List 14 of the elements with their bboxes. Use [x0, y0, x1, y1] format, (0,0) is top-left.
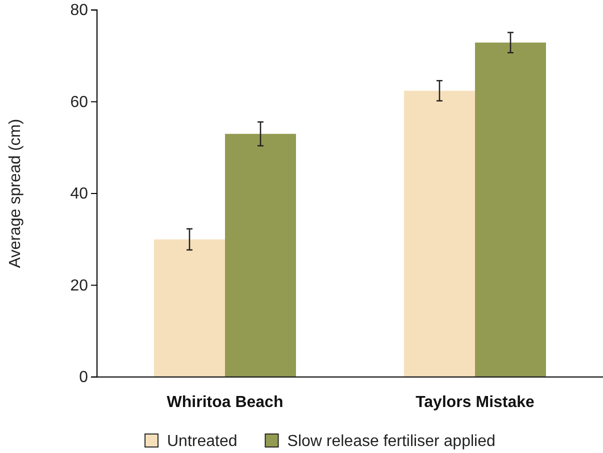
bar	[404, 90, 475, 377]
bar	[475, 42, 546, 377]
y-axis-title: Average spread (cm)	[7, 118, 24, 268]
y-tick-label: 0	[79, 369, 88, 386]
y-tick-label: 60	[70, 94, 88, 111]
y-tick-label: 80	[70, 2, 88, 20]
y-tick-label: 20	[70, 277, 88, 294]
y-tick-label: 40	[70, 186, 88, 203]
x-tick-label: Taylors Mistake	[416, 394, 535, 412]
bar	[225, 134, 296, 377]
bar	[154, 239, 225, 377]
legend-label: Untreated	[167, 433, 238, 450]
legend-label: Slow release fertiliser applied	[287, 433, 496, 450]
x-tick-label: Whiritoa Beach	[166, 394, 284, 412]
